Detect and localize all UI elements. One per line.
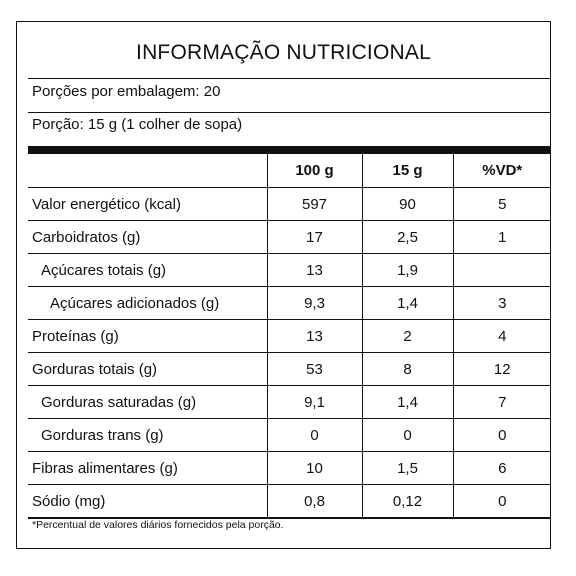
per-serving-value: 0,12 xyxy=(361,484,453,519)
table-row: Fibras alimentares (g) 10 1,5 6 xyxy=(28,451,551,485)
per-serving-value: 1,4 xyxy=(361,286,453,320)
divider xyxy=(28,112,550,113)
per-100g-value: 597 xyxy=(266,187,362,221)
header-per-serving: 15 g xyxy=(361,154,453,188)
per-serving-value: 8 xyxy=(361,352,453,386)
table-header-row: 100 g 15 g %VD* xyxy=(28,154,551,188)
table-row: Valor energético (kcal) 597 90 5 xyxy=(28,187,551,221)
nutrient-label: Gorduras saturadas (g) xyxy=(28,385,267,419)
divider xyxy=(28,78,550,79)
nutrient-label: Fibras alimentares (g) xyxy=(28,451,267,485)
table-row: Sódio (mg) 0,8 0,12 0 xyxy=(28,484,551,519)
daily-value: 0 xyxy=(452,484,551,519)
serving-size: Porção: 15 g (1 colher de sopa) xyxy=(32,116,243,133)
per-serving-value: 90 xyxy=(361,187,453,221)
per-serving-value: 2 xyxy=(361,319,453,353)
thick-divider xyxy=(28,146,550,154)
daily-value: 3 xyxy=(452,286,551,320)
per-serving-value: 2,5 xyxy=(361,220,453,254)
daily-value: 6 xyxy=(452,451,551,485)
nutrient-label: Gorduras trans (g) xyxy=(28,418,267,452)
nutrient-label: Açúcares adicionados (g) xyxy=(28,286,267,320)
header-daily-value: %VD* xyxy=(452,154,551,188)
per-100g-value: 0,8 xyxy=(266,484,362,519)
footnote: *Percentual de valores diários fornecido… xyxy=(32,519,284,531)
daily-value xyxy=(452,253,551,287)
per-serving-value: 1,4 xyxy=(361,385,453,419)
table-row: Gorduras totais (g) 53 8 12 xyxy=(28,352,551,386)
daily-value: 12 xyxy=(452,352,551,386)
per-100g-value: 10 xyxy=(266,451,362,485)
per-100g-value: 9,1 xyxy=(266,385,362,419)
nutrient-label: Gorduras totais (g) xyxy=(28,352,267,386)
header-blank xyxy=(28,154,267,188)
table-row: Gorduras trans (g) 0 0 0 xyxy=(28,418,551,452)
per-serving-value: 1,9 xyxy=(361,253,453,287)
per-100g-value: 13 xyxy=(266,319,362,353)
per-serving-value: 1,5 xyxy=(361,451,453,485)
per-100g-value: 17 xyxy=(266,220,362,254)
nutrition-table: 100 g 15 g %VD* Valor energético (kcal) … xyxy=(28,154,551,519)
daily-value: 0 xyxy=(452,418,551,452)
nutrient-label: Valor energético (kcal) xyxy=(28,187,267,221)
table-row: Gorduras saturadas (g) 9,1 1,4 7 xyxy=(28,385,551,419)
nutrient-label: Sódio (mg) xyxy=(28,484,267,519)
nutrient-label: Proteínas (g) xyxy=(28,319,267,353)
table-row: Açúcares adicionados (g) 9,3 1,4 3 xyxy=(28,286,551,320)
per-serving-value: 0 xyxy=(361,418,453,452)
daily-value: 5 xyxy=(452,187,551,221)
per-100g-value: 9,3 xyxy=(266,286,362,320)
table-row: Proteínas (g) 13 2 4 xyxy=(28,319,551,353)
daily-value: 7 xyxy=(452,385,551,419)
daily-value: 1 xyxy=(452,220,551,254)
per-100g-value: 0 xyxy=(266,418,362,452)
label-title: INFORMAÇÃO NUTRICIONAL xyxy=(136,41,431,64)
servings-per-package: Porções por embalagem: 20 xyxy=(32,83,221,100)
table-row: Açúcares totais (g) 13 1,9 xyxy=(28,253,551,287)
nutrient-label: Carboidratos (g) xyxy=(28,220,267,254)
per-100g-value: 13 xyxy=(266,253,362,287)
nutrient-label: Açúcares totais (g) xyxy=(28,253,267,287)
daily-value: 4 xyxy=(452,319,551,353)
table-row: Carboidratos (g) 17 2,5 1 xyxy=(28,220,551,254)
header-per-100g: 100 g xyxy=(266,154,362,188)
nutrition-facts-panel: INFORMAÇÃO NUTRICIONAL Porções por embal… xyxy=(16,21,551,549)
per-100g-value: 53 xyxy=(266,352,362,386)
